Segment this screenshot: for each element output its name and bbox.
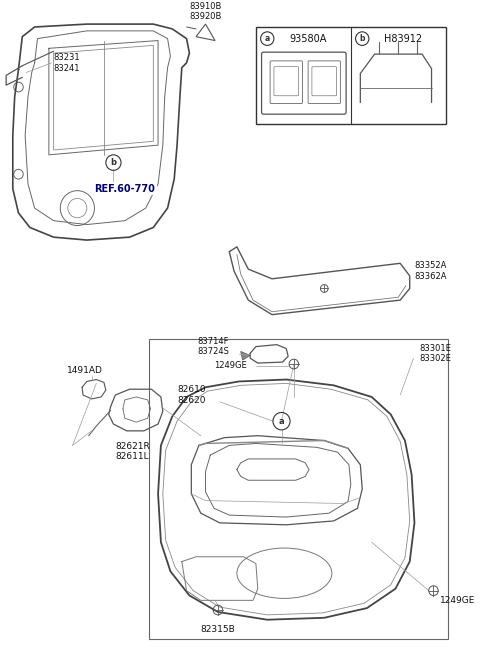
Text: 82610
82620: 82610 82620 (177, 385, 206, 405)
Text: 83352A
83362A: 83352A 83362A (414, 261, 447, 281)
Text: REF.60-770: REF.60-770 (95, 184, 155, 194)
Text: 82621R
82611L: 82621R 82611L (115, 441, 150, 461)
Text: 82315B: 82315B (201, 625, 235, 633)
Text: a: a (279, 417, 284, 426)
Text: 83231
83241: 83231 83241 (54, 53, 80, 73)
Text: 1249GE: 1249GE (214, 362, 246, 371)
Bar (149, 339, 448, 639)
Text: 83714F
83724S: 83714F 83724S (197, 337, 229, 356)
Text: b: b (110, 158, 117, 167)
Bar (256, 27, 446, 124)
Text: 93580A: 93580A (289, 33, 327, 44)
Text: 83301E
83302E: 83301E 83302E (419, 344, 451, 363)
Text: a: a (264, 34, 270, 43)
Text: 1491AD: 1491AD (67, 366, 103, 375)
Polygon shape (240, 352, 250, 360)
Text: b: b (360, 34, 365, 43)
Text: H83912: H83912 (384, 33, 422, 44)
Text: 83910B
83920B: 83910B 83920B (190, 2, 222, 21)
Text: 1249GE: 1249GE (440, 596, 476, 605)
